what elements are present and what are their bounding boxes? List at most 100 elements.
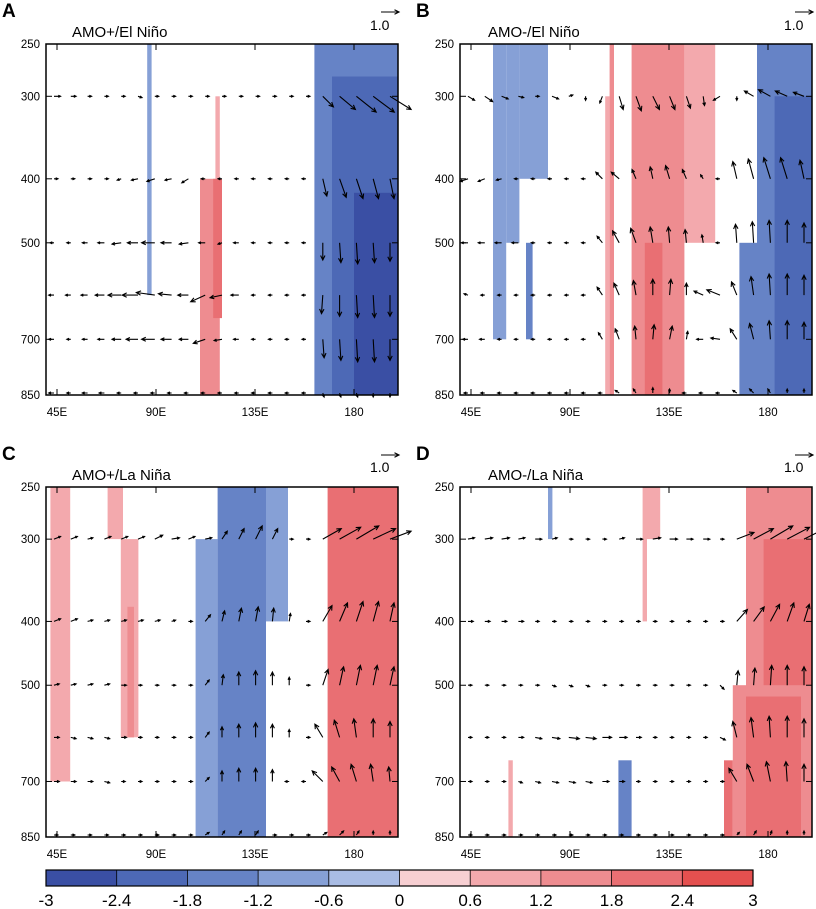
wind-vector bbox=[121, 94, 127, 98]
wind-vector bbox=[484, 735, 491, 739]
wind-vector bbox=[784, 219, 790, 243]
wind-vector bbox=[159, 337, 172, 342]
wind-vector bbox=[87, 682, 95, 686]
wind-vector bbox=[154, 683, 161, 687]
wind-vector bbox=[338, 242, 344, 264]
wind-vector bbox=[568, 780, 577, 784]
wind-vector bbox=[372, 95, 396, 113]
colorbar-segment bbox=[328, 870, 400, 886]
wind-vector bbox=[270, 606, 276, 622]
wind-vector bbox=[762, 156, 771, 179]
wind-vector bbox=[267, 391, 273, 395]
wind-vector bbox=[154, 94, 161, 98]
wind-vector bbox=[568, 537, 575, 541]
wind-vector bbox=[354, 295, 361, 319]
wind-vector bbox=[602, 619, 608, 623]
wind-vector bbox=[70, 736, 78, 740]
wind-vector bbox=[774, 90, 788, 97]
wind-vector bbox=[546, 337, 552, 341]
wind-vector bbox=[518, 95, 525, 99]
wind-vector bbox=[784, 319, 790, 340]
wind-vector bbox=[585, 736, 598, 741]
y-tick-label: 850 bbox=[435, 390, 454, 402]
shading-region bbox=[605, 96, 610, 395]
wind-vector bbox=[205, 536, 214, 540]
wind-vector bbox=[322, 668, 330, 686]
wind-vector bbox=[289, 833, 295, 837]
wind-vector bbox=[496, 337, 502, 341]
plot-frame bbox=[45, 486, 399, 838]
wind-vector bbox=[699, 173, 704, 180]
wind-vector bbox=[585, 619, 591, 623]
wind-vector bbox=[65, 391, 71, 395]
wind-vector bbox=[289, 537, 295, 541]
colorbar-tick-label: 2.4 bbox=[670, 891, 694, 909]
wind-vector bbox=[518, 536, 527, 540]
wind-vector bbox=[779, 156, 788, 179]
wind-vector bbox=[667, 278, 674, 296]
wind-vector bbox=[386, 765, 392, 782]
wind-vector bbox=[389, 95, 413, 111]
wind-vector bbox=[735, 96, 739, 102]
y-tick-label: 300 bbox=[435, 534, 454, 546]
wind-vector bbox=[110, 241, 122, 246]
y-tick-label: 700 bbox=[21, 776, 40, 788]
wind-vector bbox=[322, 95, 335, 108]
wind-vector bbox=[535, 619, 541, 623]
wind-vector bbox=[389, 601, 396, 622]
wind-vector bbox=[585, 684, 591, 688]
panel-letter: D bbox=[416, 444, 430, 465]
wind-vector bbox=[703, 735, 709, 739]
wind-vector bbox=[252, 721, 259, 738]
wind-vector bbox=[320, 242, 326, 262]
wind-vector bbox=[568, 736, 581, 741]
plot-frame bbox=[459, 486, 813, 838]
wind-vector bbox=[468, 779, 474, 784]
wind-vector-layer bbox=[467, 525, 816, 837]
wind-vector bbox=[138, 735, 144, 739]
wind-vector bbox=[631, 168, 637, 180]
x-tick-label: 45E bbox=[47, 849, 68, 861]
wind-vector bbox=[351, 717, 357, 738]
wind-vector bbox=[735, 669, 741, 686]
wind-vector bbox=[81, 241, 88, 245]
wind-vector bbox=[467, 95, 476, 101]
wind-vector bbox=[283, 241, 290, 245]
wind-vector bbox=[786, 601, 795, 622]
wind-vector bbox=[686, 619, 692, 623]
wind-vector bbox=[518, 780, 524, 784]
wind-vector bbox=[311, 769, 324, 782]
wind-vector bbox=[306, 537, 312, 541]
wind-vector bbox=[204, 679, 210, 686]
shading-region bbox=[618, 760, 632, 837]
wind-vector bbox=[703, 833, 709, 837]
wind-vector bbox=[669, 537, 679, 541]
wind-vector bbox=[792, 91, 805, 97]
wind-vector bbox=[221, 530, 229, 540]
wind-vector bbox=[613, 282, 620, 296]
wind-vector bbox=[468, 619, 475, 623]
wind-vector bbox=[631, 279, 637, 296]
wind-vector bbox=[154, 833, 161, 837]
wind-vector bbox=[495, 178, 502, 182]
wind-vector bbox=[236, 767, 242, 782]
wind-vector bbox=[551, 95, 560, 100]
wind-vector bbox=[253, 767, 259, 782]
wind-vector bbox=[529, 241, 536, 245]
wind-vector bbox=[87, 736, 95, 740]
y-tick-label: 250 bbox=[435, 482, 454, 494]
wind-vector bbox=[702, 96, 707, 107]
wind-vector bbox=[267, 177, 273, 181]
x-tick-label: 135E bbox=[656, 407, 683, 419]
wind-vector bbox=[551, 780, 560, 784]
wind-vector bbox=[216, 242, 223, 245]
wind-vector bbox=[801, 221, 807, 243]
wind-vector bbox=[204, 776, 211, 782]
panel-title: AMO+/La Niña bbox=[72, 467, 171, 484]
panel-title: AMO-/El Niño bbox=[488, 24, 580, 41]
wind-vector bbox=[770, 525, 794, 540]
plot-frame bbox=[459, 43, 813, 396]
wind-vector bbox=[124, 337, 138, 342]
wind-vector bbox=[610, 171, 620, 180]
wind-vector bbox=[801, 717, 807, 738]
